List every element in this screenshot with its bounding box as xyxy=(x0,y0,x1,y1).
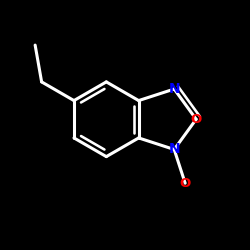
Text: N: N xyxy=(168,82,180,96)
Text: O: O xyxy=(180,177,191,190)
Text: O: O xyxy=(190,113,202,126)
Text: N: N xyxy=(168,142,180,156)
